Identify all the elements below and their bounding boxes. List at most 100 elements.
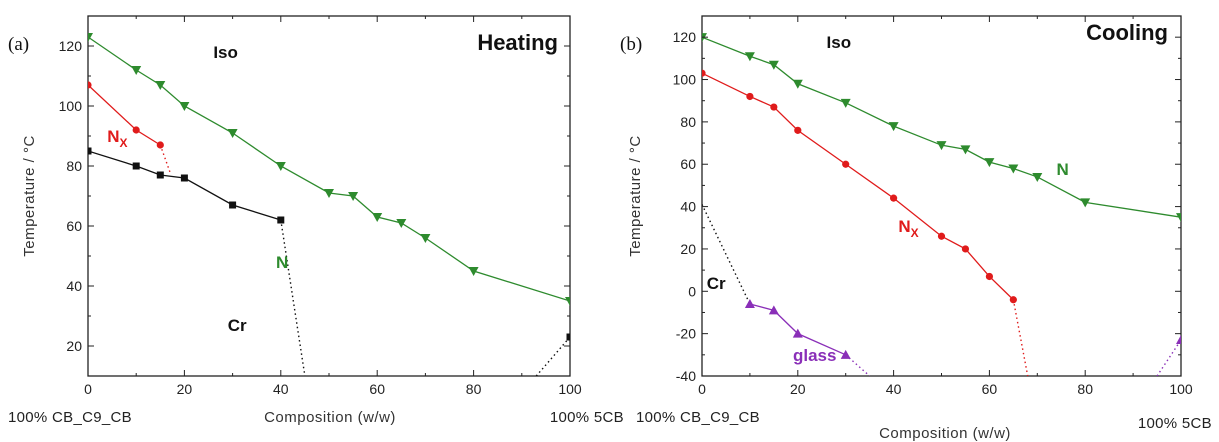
data-point-series-2 <box>961 245 970 253</box>
y-axis-label: Temperature / °C <box>627 135 644 257</box>
y-tick-label: 40 <box>66 278 82 294</box>
y-tick-label: -20 <box>676 326 696 342</box>
data-point-series-2 <box>770 103 778 111</box>
data-point-series-1 <box>840 98 851 108</box>
x-tick-label: 60 <box>982 381 998 397</box>
panel-label: (b) <box>620 34 642 55</box>
data-point-series-2 <box>132 126 140 134</box>
transition-dotted-line <box>1156 339 1181 376</box>
y-tick-label: 20 <box>680 241 696 257</box>
data-point-series-2 <box>794 126 802 134</box>
y-tick-label: 20 <box>66 338 82 354</box>
x-tick-label: 100 <box>1169 381 1193 397</box>
data-point-series-2 <box>702 69 706 77</box>
data-point-series-1 <box>420 234 431 243</box>
y-tick-label: 120 <box>673 29 697 45</box>
data-point-series-3 <box>180 174 188 182</box>
x-tick-label: 80 <box>1077 381 1093 397</box>
data-point-series-3 <box>768 305 779 315</box>
data-point-series-1 <box>960 145 971 155</box>
x-tick-label: 80 <box>466 381 482 397</box>
left-end-label: 100% CB_C9_CB <box>636 409 760 426</box>
region-label: Cr <box>707 274 726 293</box>
x-tick-label: 60 <box>369 381 385 397</box>
x-tick-label: 40 <box>886 381 902 397</box>
series-line-2 <box>702 72 1014 301</box>
x-tick-label: 20 <box>790 381 806 397</box>
x-tick-label: 20 <box>177 381 193 397</box>
data-point-series-2 <box>1009 296 1017 304</box>
data-point-series-3 <box>792 328 803 338</box>
data-point-extra <box>566 333 570 341</box>
plot-area <box>88 33 570 376</box>
plot-frame <box>701 15 1182 377</box>
y-tick-label: 80 <box>680 114 696 130</box>
data-point-series-3 <box>88 147 92 155</box>
data-point-series-1 <box>396 219 407 228</box>
data-point-series-1 <box>131 66 142 75</box>
region-label: Cr <box>228 316 247 335</box>
data-point-series-1 <box>888 122 899 132</box>
data-point-series-2 <box>890 194 898 202</box>
data-point-series-1 <box>372 213 383 222</box>
data-point-series-2 <box>156 141 164 149</box>
region-label: Iso <box>827 33 852 52</box>
data-point-series-1 <box>1008 164 1019 174</box>
region-label: NX <box>107 127 127 150</box>
left-end-label: 100% CB_C9_CB <box>8 409 132 426</box>
x-tick-label: 100 <box>558 381 582 397</box>
data-point-extra <box>1176 335 1181 344</box>
region-label: NX <box>898 217 918 240</box>
right-end-label: 100% 5CB <box>550 409 624 426</box>
data-point-series-3 <box>156 171 164 179</box>
y-tick-label: 60 <box>680 156 696 172</box>
data-point-series-2 <box>746 92 754 101</box>
transition-dotted-line <box>280 219 306 376</box>
data-point-series-1 <box>792 79 803 89</box>
y-tick-label: 100 <box>59 98 83 114</box>
x-tick-label: 40 <box>273 381 289 397</box>
data-point-series-3 <box>277 216 285 224</box>
data-point-series-1 <box>227 129 238 138</box>
y-tick-label: 0 <box>688 283 696 299</box>
data-point-series-1 <box>984 158 995 168</box>
data-point-series-1 <box>348 192 359 201</box>
x-axis-label: Composition (w/w) <box>879 425 1011 442</box>
chart-title: Cooling <box>1086 20 1168 45</box>
data-point-series-2 <box>985 272 994 281</box>
data-point-series-3 <box>744 299 755 308</box>
chart-title: Heating <box>477 30 558 55</box>
data-point-series-1 <box>565 297 570 306</box>
data-point-series-1 <box>744 52 755 62</box>
x-axis-label: Composition (w/w) <box>264 409 396 426</box>
data-point-series-1 <box>768 60 779 70</box>
data-point-series-1 <box>179 102 190 111</box>
data-point-series-2 <box>842 160 850 168</box>
y-tick-label: 80 <box>66 158 82 174</box>
data-point-series-1 <box>88 33 93 42</box>
region-label: Iso <box>213 43 238 62</box>
y-tick-label: -40 <box>676 368 696 384</box>
data-point-series-1 <box>1032 172 1043 182</box>
region-label: N <box>276 253 288 272</box>
series-line-1 <box>88 36 570 302</box>
data-point-series-1 <box>275 162 286 171</box>
data-point-series-1 <box>155 81 166 90</box>
right-end-label: 100% 5CB <box>1138 415 1212 432</box>
data-point-series-1 <box>468 267 479 276</box>
series-line-3 <box>88 150 281 221</box>
y-tick-label: 100 <box>673 72 697 88</box>
chart-panel-1: 0 20 40 60 80 100 20 40 60 80 100 120 Temperature / … <box>8 15 624 426</box>
data-point-series-2 <box>937 232 946 240</box>
data-point-series-3 <box>840 349 851 359</box>
data-point-series-1 <box>1080 198 1091 208</box>
chart-panel-2: 0 20 40 60 80 100 -40 -20 0 20 40 60 80 100 120 Tempera… <box>620 15 1212 442</box>
transition-dotted-line <box>702 204 751 305</box>
data-point-series-3 <box>229 201 237 209</box>
y-tick-label: 60 <box>66 218 82 234</box>
transition-dotted-line <box>159 144 171 173</box>
panel-label: (a) <box>8 34 29 55</box>
transition-dotted-line <box>535 336 570 376</box>
region-label: glass <box>793 346 836 365</box>
